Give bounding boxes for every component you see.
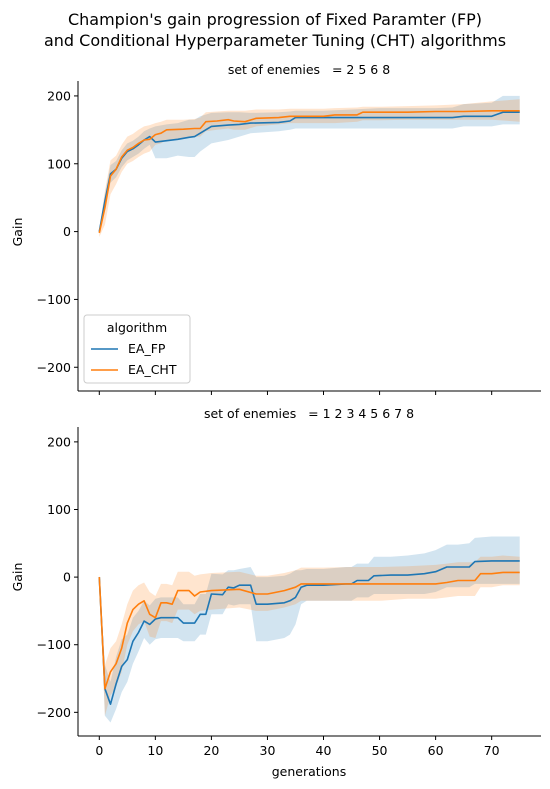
legend: algorithm EA_FP EA_CHT [83, 314, 191, 384]
line-ea-cht-bottom [98, 571, 520, 690]
legend-frame [83, 314, 191, 384]
legend-label-ea-fp: EA_FP [128, 341, 166, 356]
panel-bottom-bands [99, 536, 520, 723]
y-tick-label-bottom: 0 [63, 570, 71, 585]
y-tick-label-top: −100 [37, 292, 71, 307]
panel-bottom-title: set of enemies = 1 2 3 4 5 6 7 8 [204, 406, 414, 421]
y-tick-label-bottom: 100 [47, 502, 71, 517]
panel-bottom-lines [98, 560, 520, 706]
line-ea-fp-bottom [98, 560, 520, 706]
x-tick-label-bottom: 30 [260, 743, 276, 758]
x-axis-label: generations [272, 764, 347, 779]
figure-title-line-2: and Conditional Hyperparameter Tuning (C… [44, 31, 506, 50]
x-tick-label-bottom: 10 [147, 743, 163, 758]
x-tick-label-bottom: 50 [372, 743, 388, 758]
y-tick-label-bottom: −200 [37, 705, 71, 720]
legend-title: algorithm [107, 320, 167, 335]
panel-top-axes: −200 −100 0 100 200 [37, 81, 541, 395]
x-tick-label-bottom: 20 [203, 743, 219, 758]
panel-bottom-axes: −200 −100 0 100 200 0 10 20 30 40 50 60 70 [37, 427, 541, 758]
y-tick-label-bottom: −100 [37, 637, 71, 652]
panel-top: set of enemies = 2 5 6 8 −200 −100 0 100 200… [10, 62, 541, 395]
x-tick-label-bottom: 70 [484, 743, 500, 758]
panel-bottom-ylabel: Gain [10, 563, 25, 592]
panel-top-ylabel: Gain [10, 218, 25, 247]
band-ea-fp-bottom [99, 536, 520, 723]
y-tick-label-bottom: 200 [47, 434, 71, 449]
x-tick-label-bottom: 60 [428, 743, 444, 758]
figure-title-line-1: Champion's gain progression of Fixed Par… [68, 10, 482, 29]
panel-top-title: set of enemies = 2 5 6 8 [228, 62, 390, 77]
panel-top-lines [98, 110, 520, 234]
band-ea-cht-top [99, 99, 520, 237]
legend-label-ea-cht: EA_CHT [128, 362, 177, 377]
y-tick-label-top: 0 [63, 224, 71, 239]
x-tick-label-bottom: 0 [95, 743, 103, 758]
y-tick-label-top: 200 [47, 88, 71, 103]
x-tick-label-bottom: 40 [316, 743, 332, 758]
panel-bottom: set of enemies = 1 2 3 4 5 6 7 8 −200 −10… [10, 406, 541, 779]
y-tick-label-top: −200 [37, 360, 71, 375]
line-ea-cht-top [98, 110, 520, 234]
band-ea-cht-bottom [99, 555, 520, 716]
y-tick-label-top: 100 [47, 156, 71, 171]
line-ea-fp-top [98, 111, 520, 232]
